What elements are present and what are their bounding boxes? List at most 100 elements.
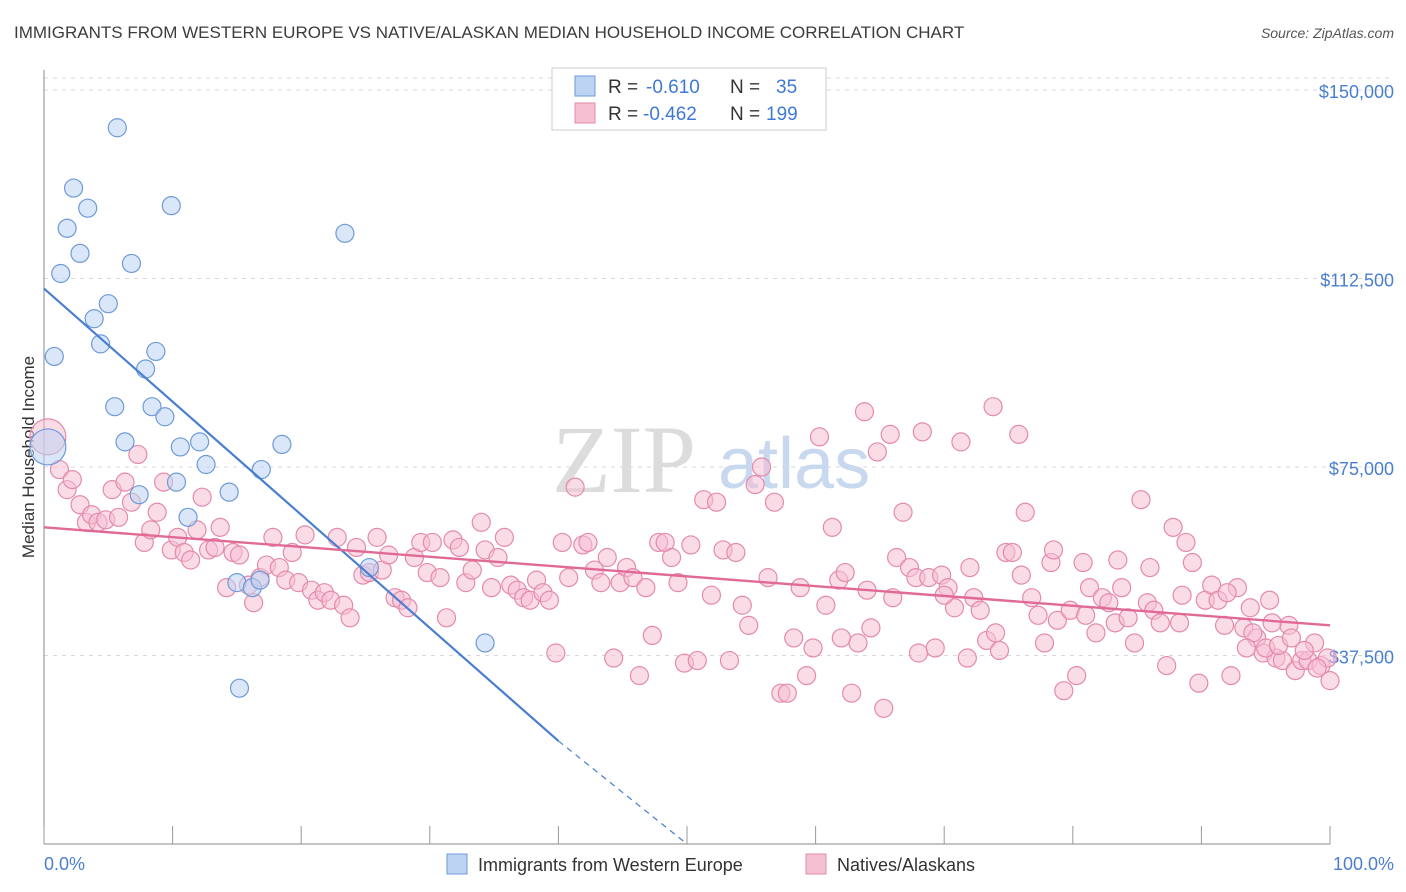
legend-r-label-2: R =: [608, 104, 638, 125]
blue-point-0: [29, 428, 67, 466]
pink-point-70: [494, 527, 514, 547]
pink-point-141: [951, 432, 971, 452]
pink-point-207: [1236, 638, 1257, 658]
pink-point-186: [1240, 598, 1260, 618]
pink-point-10: [108, 507, 129, 527]
blue-point-30: [251, 459, 271, 480]
pink-point-80: [559, 568, 579, 588]
pink-point-189: [1259, 590, 1280, 610]
pink-point-68: [481, 578, 502, 598]
pink-point-151: [1015, 502, 1035, 522]
blue-point-14: [129, 485, 149, 505]
trend-line-blue: [43, 287, 560, 742]
x-tick-label-max: 100.0%: [1333, 854, 1394, 874]
pink-point-214: [1011, 565, 1031, 585]
pink-point-206: [1262, 613, 1282, 633]
pink-point-25: [205, 537, 225, 558]
pink-point-199: [1320, 671, 1340, 691]
pink-point-115: [784, 628, 804, 648]
pink-point-107: [732, 595, 752, 615]
blue-point-12: [115, 432, 135, 452]
pink-point-23: [192, 487, 212, 507]
blue-point-18: [155, 407, 175, 427]
pink-point-131: [887, 547, 907, 568]
pink-point-66: [471, 512, 491, 532]
pink-point-172: [1150, 613, 1170, 633]
pink-point-125: [848, 633, 868, 653]
pink-point-37: [282, 542, 302, 563]
pink-point-114: [777, 683, 797, 703]
pink-point-121: [822, 517, 842, 537]
pink-point-77: [539, 590, 559, 610]
legend-n-value-1: 35: [776, 77, 797, 98]
legend-box: [551, 67, 827, 131]
blue-point-13: [121, 253, 142, 274]
pink-point-154: [1034, 633, 1055, 653]
pink-point-86: [597, 547, 617, 568]
blue-point-22: [178, 507, 198, 527]
bottom-legend-swatch-blue: [446, 853, 468, 875]
pink-point-212: [1076, 605, 1096, 625]
legend-r-label-1: R =: [608, 77, 638, 98]
pink-point-92: [636, 578, 656, 598]
blue-point-2: [51, 263, 71, 284]
pink-point-63: [449, 537, 469, 558]
chart-source: Source: ZipAtlas.com: [1261, 25, 1394, 41]
pink-point-97: [668, 573, 688, 593]
pink-point-205: [1307, 658, 1327, 678]
pink-point-26: [210, 517, 230, 537]
blue-point-15: [135, 359, 156, 379]
watermark-atlas: atlas: [718, 424, 870, 504]
pink-point-209: [1172, 585, 1192, 605]
pink-point-182: [1214, 615, 1235, 635]
pink-point-117: [796, 666, 817, 686]
pink-point-109: [745, 475, 765, 495]
pink-point-129: [874, 698, 894, 718]
pink-point-168: [1124, 633, 1145, 653]
blue-point-34: [475, 633, 495, 653]
pink-point-183: [1221, 666, 1241, 686]
pink-point-132: [893, 502, 913, 522]
pink-point-130: [880, 424, 900, 444]
pink-point-218: [908, 643, 929, 663]
pink-point-78: [546, 643, 566, 663]
pink-point-16: [147, 502, 167, 522]
pink-point-144: [970, 600, 990, 620]
watermark-zip: ZIP: [552, 406, 696, 513]
pink-point-39: [295, 525, 315, 545]
pink-point-146: [983, 397, 1003, 417]
pink-point-47: [346, 537, 367, 558]
blue-point-32: [335, 223, 355, 243]
y-axis-tick-labels: $37,500 $75,000 $112,500 $150,000: [1319, 82, 1394, 667]
series-immigrants-western-europe: [29, 118, 495, 698]
pink-point-173: [1157, 655, 1177, 676]
legend-n-label-1: N =: [730, 77, 760, 98]
blue-point-25: [219, 482, 239, 502]
x-tick-label-min: 0.0%: [44, 854, 85, 874]
blue-point-10: [105, 397, 125, 417]
series-natives-alaskans: [29, 397, 1340, 718]
pink-point-203: [1281, 628, 1302, 648]
pink-point-3: [62, 469, 82, 490]
pink-point-178: [1189, 673, 1209, 693]
pink-point-175: [1169, 613, 1190, 633]
blue-point-16: [142, 397, 162, 417]
pink-point-221: [831, 628, 851, 648]
pink-point-135: [912, 422, 932, 442]
pink-point-13: [128, 444, 148, 465]
pink-point-150: [1009, 424, 1029, 444]
blue-point-24: [196, 454, 216, 475]
trend-lines: [43, 287, 1331, 845]
blue-point-5: [70, 243, 90, 264]
pink-point-44: [327, 527, 347, 547]
legend-swatch-blue: [574, 75, 596, 97]
pink-point-169: [1131, 490, 1151, 510]
pink-point-59: [422, 532, 442, 553]
blue-point-3: [57, 218, 77, 238]
pink-point-50: [367, 527, 387, 547]
pink-point-29: [229, 545, 250, 565]
pink-point-11: [115, 472, 135, 492]
pink-point-119: [809, 427, 830, 447]
pink-point-60: [430, 568, 450, 588]
pink-point-85: [591, 573, 611, 593]
